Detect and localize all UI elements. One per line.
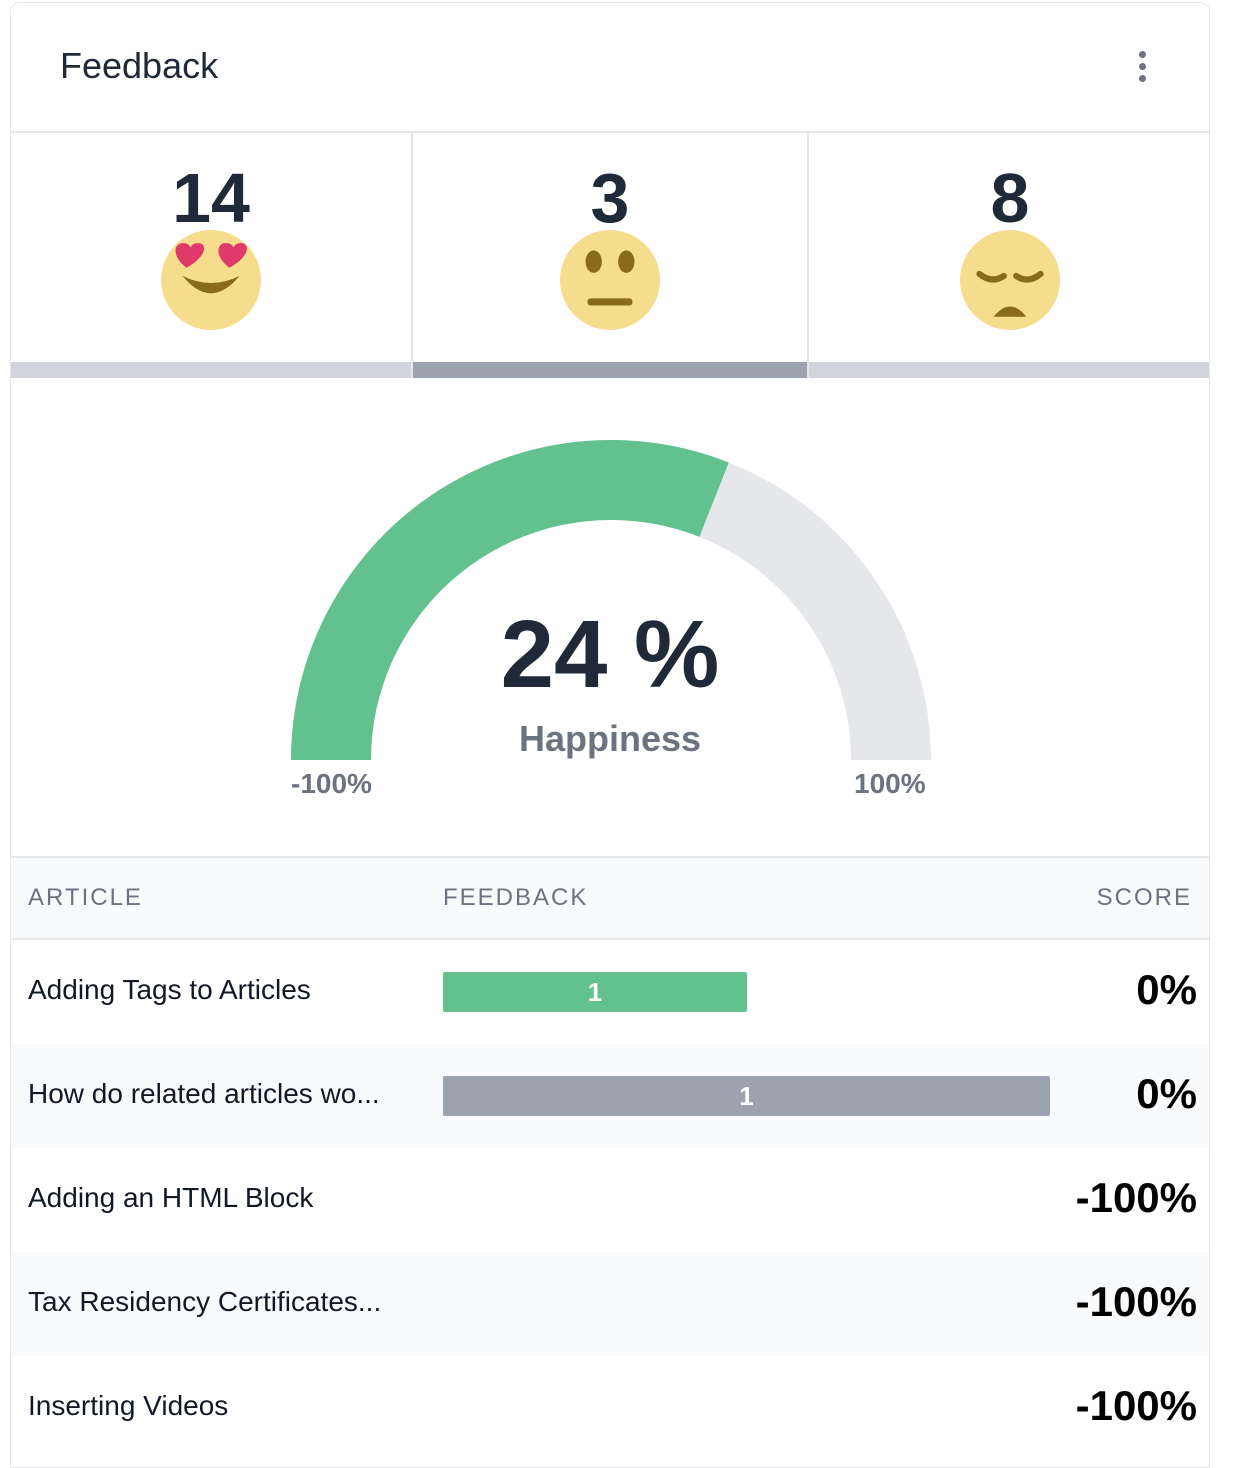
stat-sad[interactable]: 8 <box>809 133 1209 378</box>
article-title[interactable]: Inserting Videos <box>28 1390 229 1421</box>
feedback-bar: 1 <box>443 972 747 1012</box>
gauge-min-label: -100% <box>291 768 372 799</box>
stat-love[interactable]: 14 <box>11 133 413 378</box>
article-score: 0% <box>1136 966 1197 1013</box>
gauge-max-label: 100% <box>854 768 926 799</box>
article-title[interactable]: Adding Tags to Articles <box>28 974 311 1005</box>
stat-sad-bar <box>809 362 1209 378</box>
gauge-label: Happiness <box>518 718 702 759</box>
gauge-chart <box>291 439 931 760</box>
table-row[interactable]: Inserting Videos -100% <box>11 1356 1209 1460</box>
column-header-feedback[interactable]: FEEDBACK <box>443 884 589 911</box>
feedback-stats: 14 3 8 <box>11 133 1209 378</box>
stat-love-bar <box>11 362 411 378</box>
article-score: -100% <box>1075 1278 1197 1325</box>
table-row[interactable]: Adding Tags to Articles 1 0% <box>11 940 1209 1044</box>
table-row[interactable]: Tax Residency Certificates... -100% <box>11 1252 1209 1356</box>
article-score: -100% <box>1075 1174 1197 1221</box>
card-header: Feedback <box>11 3 1209 133</box>
more-options-icon[interactable] <box>1129 49 1157 85</box>
article-score: -100% <box>1075 1382 1197 1429</box>
happiness-gauge: 24 % Happiness -100% 100% <box>11 378 1209 858</box>
neutral-face-icon <box>560 230 660 330</box>
gauge-fill <box>291 439 729 760</box>
stat-sad-count: 8 <box>990 159 1030 237</box>
article-title[interactable]: How do related articles wo... <box>28 1078 380 1109</box>
feedback-bar: 1 <box>443 1076 1050 1116</box>
heart-eyes-icon <box>161 230 261 330</box>
stat-neutral[interactable]: 3 <box>413 133 809 378</box>
table-header: ARTICLE FEEDBACK SCORE <box>11 856 1209 940</box>
pensive-face-icon <box>960 230 1060 330</box>
stat-neutral-bar <box>413 362 807 378</box>
column-header-score[interactable]: SCORE <box>1096 884 1192 911</box>
table-row[interactable]: Adding an HTML Block -100% <box>11 1148 1209 1252</box>
article-title[interactable]: Tax Residency Certificates... <box>28 1286 382 1317</box>
table-row[interactable]: How do related articles wo... 1 0% <box>11 1044 1209 1148</box>
stat-neutral-count: 3 <box>590 159 630 237</box>
card-title: Feedback <box>60 45 219 86</box>
article-title[interactable]: Adding an HTML Block <box>28 1182 314 1213</box>
gauge-value: 24 % <box>500 601 720 708</box>
article-score: 0% <box>1136 1070 1197 1117</box>
feedback-card: Feedback 14 3 8 <box>10 2 1210 1468</box>
column-header-article[interactable]: ARTICLE <box>28 884 143 911</box>
stat-love-count: 14 <box>172 159 250 237</box>
